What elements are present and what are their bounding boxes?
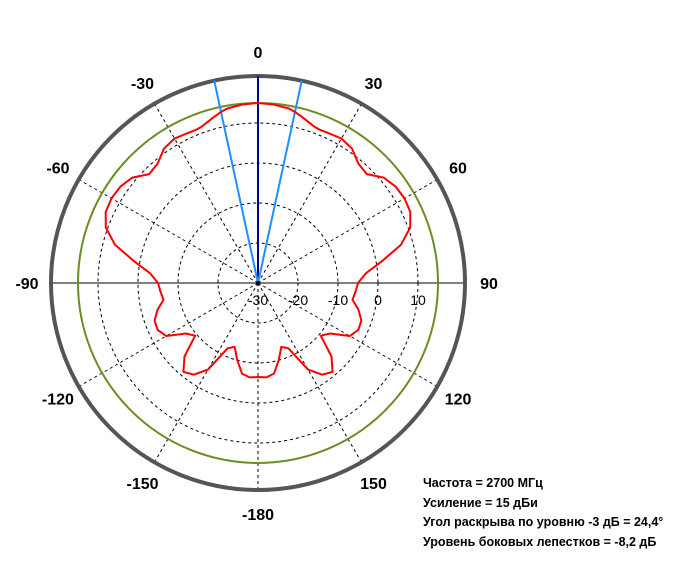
angle-tick-label: -90 (15, 276, 38, 293)
radial-tick-label: -30 (248, 292, 268, 308)
beamwidth-text: Угол раскрыва по уровню -3 дБ = 24,4° (423, 515, 664, 529)
angle-tick-label: 90 (480, 276, 498, 293)
angle-tick-label: 60 (449, 161, 467, 178)
angle-tick-label: 120 (445, 392, 472, 409)
angle-tick-label: -180 (242, 507, 274, 524)
radial-tick-label: -20 (288, 292, 308, 308)
grid-spoke (257, 179, 438, 284)
angle-tick-label: 150 (360, 476, 387, 493)
radiation-pattern (104, 102, 412, 379)
radial-tick-label: 10 (410, 292, 426, 308)
grid-spoke (154, 103, 259, 284)
sidelobe-text: Уровень боковых лепестков = -8,2 дБ (423, 534, 657, 549)
angle-tick-label: -60 (46, 161, 69, 178)
beamwidth-line (213, 80, 259, 284)
grid-spoke (154, 282, 259, 463)
gain-text: Усиление = 15 дБи (423, 495, 538, 510)
angle-tick-label: -150 (126, 476, 158, 493)
angle-tick-label: -30 (131, 76, 154, 93)
frequency-text: Частота = 2700 МГц (423, 476, 543, 490)
grid-spoke (78, 179, 259, 284)
angle-tick-label: 0 (254, 45, 263, 62)
radial-tick-label: 0 (374, 292, 382, 308)
grid-spoke (257, 282, 362, 463)
grid-spoke (257, 103, 362, 284)
beamwidth-line (257, 80, 303, 284)
angle-tick-label: -120 (42, 392, 74, 409)
info-block: Частота = 2700 МГц Усиление = 15 дБи Уго… (423, 474, 663, 552)
angle-tick-label: 30 (365, 76, 383, 93)
radial-tick-label: -10 (328, 292, 348, 308)
center-marker (256, 281, 260, 285)
